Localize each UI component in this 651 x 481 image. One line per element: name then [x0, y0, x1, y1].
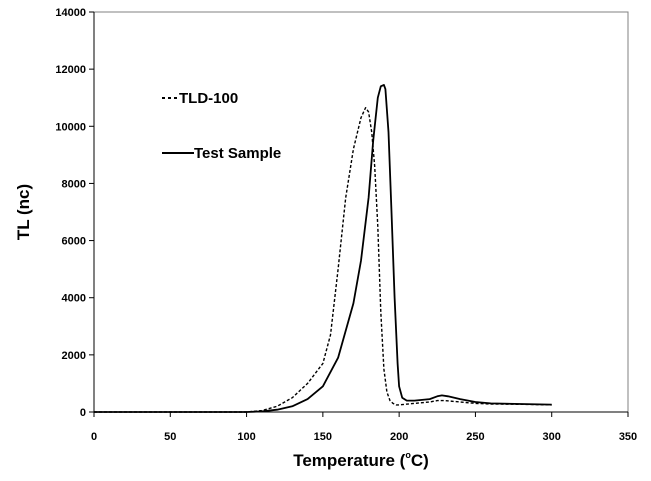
series-line-tld-100 — [94, 106, 552, 413]
x-tick-label: 300 — [543, 431, 561, 443]
legend-label-test-sample: Test Sample — [194, 145, 281, 162]
x-tick-label: 350 — [619, 431, 637, 443]
x-axis-title-unit: C) — [411, 451, 429, 470]
x-axis-title: Temperature (oC) — [293, 450, 429, 470]
x-axis-title-main: Temperature ( — [293, 451, 405, 470]
x-tick-label: 200 — [390, 431, 408, 443]
x-tick-label: 250 — [466, 431, 484, 443]
y-tick-label: 0 — [80, 407, 86, 419]
x-tick-label: 0 — [91, 431, 97, 443]
y-tick-label: 12000 — [55, 64, 86, 76]
plot-area-frame — [93, 11, 629, 413]
x-tick-label: 150 — [314, 431, 332, 443]
y-axis-title: TL (nc) — [14, 184, 33, 240]
y-tick-label: 14000 — [55, 7, 86, 19]
y-tick-label: 4000 — [62, 293, 86, 305]
axes — [93, 11, 629, 413]
x-tick-label: 50 — [164, 431, 176, 443]
y-tick-label: 8000 — [62, 178, 86, 190]
series-lines — [94, 84, 552, 413]
legend: TLD-100 Test Sample — [162, 90, 281, 162]
x-axis-title-degree: o — [405, 450, 411, 460]
y-tick-label: 2000 — [62, 350, 86, 362]
legend-label-tld-100: TLD-100 — [179, 90, 238, 107]
series-line-test-sample — [94, 84, 552, 413]
y-tick-label: 6000 — [62, 236, 86, 248]
y-tick-label: 10000 — [55, 121, 86, 133]
x-tick-label: 100 — [237, 431, 255, 443]
axis-ticks: 0 2000 4000 6000 8000 10000 12000 14000 0 50 100 15… — [55, 7, 637, 443]
